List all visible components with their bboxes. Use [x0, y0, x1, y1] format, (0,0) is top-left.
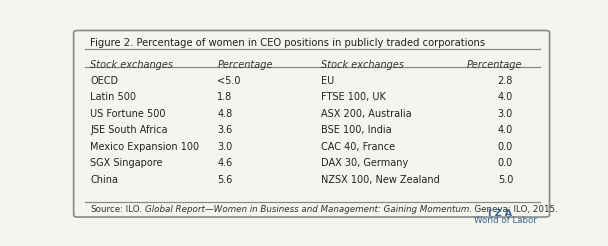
Text: EU: EU	[321, 76, 334, 86]
Text: Stock exchanges: Stock exchanges	[90, 60, 173, 70]
Text: 5.6: 5.6	[218, 175, 233, 185]
Text: 4.8: 4.8	[218, 109, 233, 119]
Text: FTSE 100, UK: FTSE 100, UK	[321, 92, 386, 102]
Text: Percentage: Percentage	[218, 60, 273, 70]
Text: 4.0: 4.0	[498, 92, 513, 102]
Text: Latin 500: Latin 500	[90, 92, 136, 102]
Text: Global Report—Women in Business and Management: Gaining Momentum: Global Report—Women in Business and Mana…	[145, 205, 469, 214]
Text: NZSX 100, New Zealand: NZSX 100, New Zealand	[321, 175, 440, 185]
Text: 5.0: 5.0	[498, 175, 513, 185]
Text: 4.6: 4.6	[218, 158, 233, 168]
Text: 3.6: 3.6	[218, 125, 233, 135]
Text: US Fortune 500: US Fortune 500	[90, 109, 165, 119]
Text: 4.0: 4.0	[498, 125, 513, 135]
Text: <5.0: <5.0	[218, 76, 241, 86]
Text: World of Labor: World of Labor	[474, 216, 537, 225]
Text: Figure 2. Percentage of women in CEO positions in publicly traded corporations: Figure 2. Percentage of women in CEO pos…	[90, 38, 485, 48]
Text: CAC 40, France: CAC 40, France	[321, 142, 395, 152]
FancyBboxPatch shape	[74, 31, 550, 217]
Text: 2.8: 2.8	[498, 76, 513, 86]
Text: DAX 30, Germany: DAX 30, Germany	[321, 158, 409, 168]
Text: 3.0: 3.0	[218, 142, 233, 152]
Text: 0.0: 0.0	[498, 158, 513, 168]
Text: JSE South Africa: JSE South Africa	[90, 125, 168, 135]
Text: : ILO.: : ILO.	[120, 205, 145, 214]
Text: 1.8: 1.8	[218, 92, 233, 102]
Text: Mexico Expansion 100: Mexico Expansion 100	[90, 142, 199, 152]
Text: BSE 100, India: BSE 100, India	[321, 125, 392, 135]
Text: OECD: OECD	[90, 76, 119, 86]
Text: . Geneva: ILO, 2015.: . Geneva: ILO, 2015.	[469, 205, 558, 214]
Text: SGX Singapore: SGX Singapore	[90, 158, 162, 168]
Text: 0.0: 0.0	[498, 142, 513, 152]
Text: Source: Source	[90, 205, 120, 214]
Text: Stock exchanges: Stock exchanges	[321, 60, 404, 70]
Text: I Z A: I Z A	[488, 210, 513, 218]
Text: ASX 200, Australia: ASX 200, Australia	[321, 109, 412, 119]
Text: Percentage: Percentage	[467, 60, 523, 70]
Text: China: China	[90, 175, 118, 185]
Text: 3.0: 3.0	[498, 109, 513, 119]
